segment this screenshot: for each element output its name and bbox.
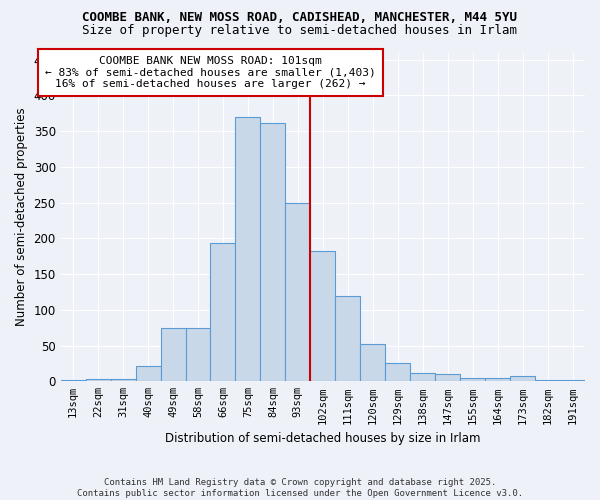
Bar (61, 380, 86, 382)
Bar (161, 328, 185, 382)
Text: Size of property relative to semi-detached houses in Irlam: Size of property relative to semi-detach… (83, 24, 517, 37)
Y-axis label: Number of semi-detached properties: Number of semi-detached properties (15, 108, 28, 326)
Bar (185, 328, 211, 382)
Bar (86, 379, 110, 382)
Text: COOMBE BANK NEW MOSS ROAD: 101sqm
← 83% of semi-detached houses are smaller (1,4: COOMBE BANK NEW MOSS ROAD: 101sqm ← 83% … (45, 56, 376, 89)
Bar (136, 366, 161, 382)
Text: Contains HM Land Registry data © Crown copyright and database right 2025.
Contai: Contains HM Land Registry data © Crown c… (77, 478, 523, 498)
Bar (260, 122, 286, 382)
Text: COOMBE BANK, NEW MOSS ROAD, CADISHEAD, MANCHESTER, M44 5YU: COOMBE BANK, NEW MOSS ROAD, CADISHEAD, M… (83, 11, 517, 24)
Bar (286, 202, 310, 382)
Bar (360, 344, 385, 382)
Bar (211, 244, 235, 382)
Bar (560, 380, 585, 382)
Bar (485, 378, 510, 382)
Bar (335, 296, 360, 382)
Bar (310, 251, 335, 382)
Bar (460, 378, 485, 382)
Bar (110, 379, 136, 382)
Bar (410, 372, 435, 382)
X-axis label: Distribution of semi-detached houses by size in Irlam: Distribution of semi-detached houses by … (165, 432, 481, 445)
Bar (510, 376, 535, 382)
Bar (385, 364, 410, 382)
Bar (535, 380, 560, 382)
Bar (435, 374, 460, 382)
Bar (235, 117, 260, 382)
